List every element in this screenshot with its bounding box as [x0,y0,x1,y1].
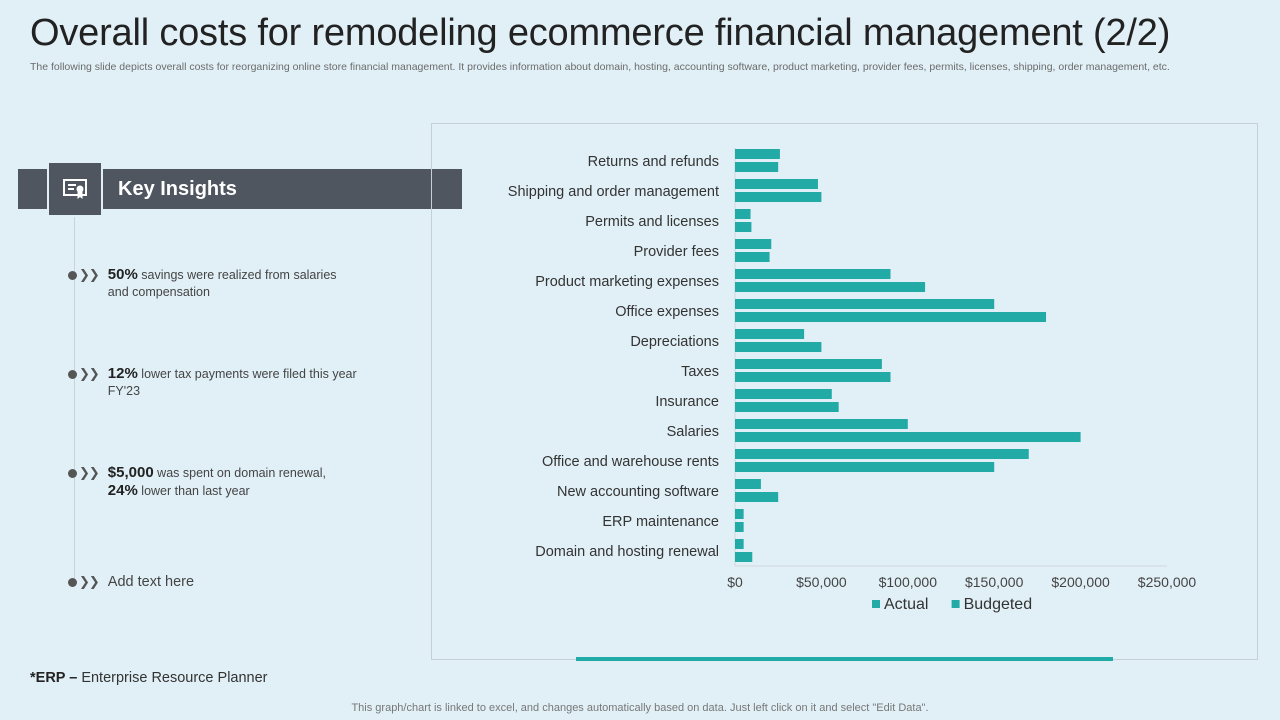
page-title: Overall costs for remodeling ecommerce f… [30,12,1171,54]
footnote: *ERP – Enterprise Resource Planner [30,670,268,686]
bar-budgeted [735,222,752,232]
category-label: Returns and refunds [588,154,719,170]
insight-highlight: 12% [107,365,138,382]
bullet-dot-icon [68,577,77,587]
bar-budgeted [735,432,1081,442]
bar-actual [735,299,995,309]
insight-text: was spent on domain renewal, [153,466,327,480]
bar-actual [735,389,832,399]
insight-placeholder-text[interactable]: Add text here [107,574,195,590]
chart-frame[interactable]: Returns and refunds Shipping and order ma… [431,123,1258,660]
bar-budgeted [735,312,1047,322]
x-tick-label: $100,000 [879,574,938,590]
key-insights-icon-box [47,161,103,217]
insight-highlight: 50% [107,266,138,283]
x-tick-label: $250,000 [1138,574,1197,590]
bar-actual [735,179,818,189]
bullet-dot-icon [68,369,77,379]
bar-budgeted [735,462,995,472]
timeline-line [74,217,75,584]
category-label: Taxes [681,364,719,380]
legend-swatch [951,600,960,608]
bar-actual [735,359,882,369]
category-label: Shipping and order management [508,184,719,200]
bar-chart[interactable]: Returns and refunds Shipping and order ma… [432,124,1257,659]
bar-budgeted [735,522,744,532]
bar-budgeted [735,402,839,412]
x-tick-label: $0 [727,574,743,590]
bar-actual [735,209,751,219]
bar-actual [735,269,891,279]
legend-label: Budgeted [964,596,1033,613]
category-label: ERP maintenance [602,514,719,530]
chevron-right-icon: ❯❯ [79,366,100,381]
bar-actual [735,419,908,429]
insight-item: ❯❯ 50% savings were realized from salari… [68,266,358,301]
bar-budgeted [735,492,779,502]
page-subtitle: The following slide depicts overall cost… [30,61,1170,73]
bar-actual [735,329,805,339]
chevron-right-icon: ❯❯ [79,574,100,589]
category-label: Product marketing expenses [535,274,719,290]
insight-text: lower tax payments were filed this year … [107,367,357,398]
bullet-dot-icon [68,270,77,280]
legend-label: Actual [884,596,928,613]
certificate-icon [63,179,87,199]
bar-actual [735,149,780,159]
bar-budgeted [735,342,822,352]
chevron-right-icon: ❯❯ [79,267,100,282]
chart-edit-note: This graph/chart is linked to excel, and… [351,702,929,714]
legend-swatch [872,600,880,608]
bar-actual [735,449,1029,459]
bar-actual [735,509,744,519]
footnote-definition: Enterprise Resource Planner [77,670,268,686]
bar-budgeted [735,252,770,262]
bar-actual [735,539,744,549]
key-insights-title: Key Insights [118,178,237,200]
bar-actual [735,239,772,249]
insight-text: savings were realized from salaries and … [107,268,337,299]
footnote-term: *ERP – [30,670,78,686]
category-label: Domain and hosting renewal [535,544,719,560]
bullet-dot-icon [68,468,77,478]
insight-item: ❯❯ 12% lower tax payments were filed thi… [68,365,358,400]
insight-highlight: 24% [107,482,138,499]
x-tick-label: $50,000 [796,574,847,590]
category-label: Insurance [655,394,719,410]
x-tick-label: $200,000 [1051,574,1110,590]
insight-item: ❯❯ $5,000 was spent on domain renewal, 24… [68,464,358,500]
bar-budgeted [735,192,822,202]
category-label: Salaries [667,424,719,440]
category-label: Office and warehouse rents [542,454,719,470]
bar-budgeted [735,372,891,382]
insight-highlight: $5,000 [107,464,154,481]
category-label: Provider fees [634,244,719,260]
category-label: New accounting software [557,484,719,500]
bar-budgeted [735,162,779,172]
category-label: Permits and licenses [585,214,719,230]
category-label: Depreciations [630,334,719,350]
bar-actual [735,479,761,489]
chevron-right-icon: ❯❯ [79,465,100,480]
bar-budgeted [735,282,926,292]
x-tick-label: $150,000 [965,574,1024,590]
insight-text: lower than last year [137,484,250,498]
category-label: Office expenses [615,304,719,320]
accent-line [576,657,1113,661]
insight-item: ❯❯ Add text here [68,573,358,591]
bar-budgeted [735,552,753,562]
